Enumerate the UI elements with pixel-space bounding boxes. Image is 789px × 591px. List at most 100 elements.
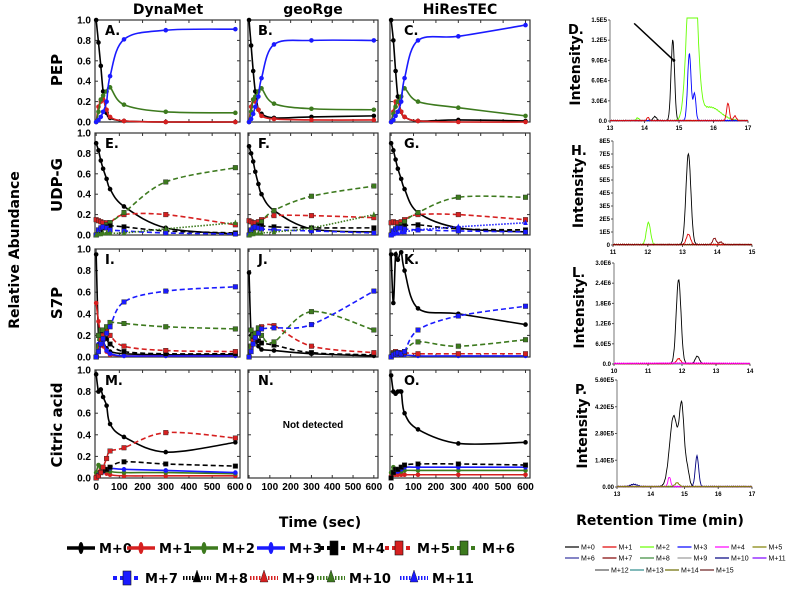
- data-point: [163, 119, 169, 125]
- data-point: [250, 159, 256, 164]
- data-point: [259, 326, 265, 332]
- y-tick-label: 0.6: [77, 409, 91, 420]
- data-point: [456, 441, 461, 446]
- data-point: [100, 394, 106, 400]
- y-tick-label: 6E5: [599, 165, 610, 171]
- x-tick-label: 12: [644, 250, 651, 256]
- panel-label: L.: [572, 266, 585, 281]
- data-point: [388, 140, 394, 146]
- x-tick-label: 500: [345, 482, 362, 493]
- x-tick-label: 15: [681, 492, 688, 498]
- data-point: [402, 186, 407, 192]
- y-tick-label: 0.0: [77, 118, 91, 129]
- y-tick-label: 0.8: [77, 387, 91, 398]
- chrom-legend-item-Mplus0: M+0: [565, 545, 595, 552]
- data-point: [391, 300, 396, 306]
- data-point: [107, 73, 113, 79]
- legend-item-Mplus5: M+5: [385, 540, 450, 557]
- series-line-Mplus2: [95, 86, 236, 123]
- data-point: [250, 68, 256, 74]
- data-point: [523, 303, 529, 309]
- chrom-legend-item-Mplus7: M+7: [602, 556, 632, 563]
- data-point: [402, 472, 407, 478]
- data-point: [415, 468, 421, 473]
- chromatogram-h: 0 1E5 2E5 3E5 4E5 5E5 6E5 7E5 8E5 11 12 13 14 15 H.Int…: [571, 139, 756, 256]
- intensity-axis-title: Intensity: [568, 35, 584, 105]
- x-tick-label: 17: [745, 126, 752, 132]
- series-line-Mplus4: [248, 333, 374, 358]
- legend-item-Mplus6: M+6: [450, 540, 515, 557]
- data-point: [163, 179, 169, 185]
- panel-m: 0.0 0.2 0.4 0.6 0.8 1.0 0 100 200 300 400 500 600 M.: [77, 366, 244, 494]
- row-label: PEP: [48, 54, 66, 86]
- chrom-x-axis-title: Retention Time (min): [576, 513, 744, 529]
- data-point: [455, 194, 461, 200]
- legend-item-Mplus4: M+4: [320, 540, 385, 557]
- x-tick-label: 13: [607, 126, 614, 132]
- data-point: [271, 101, 277, 106]
- legend-label: M+9: [694, 556, 708, 563]
- row-label: Citric acid: [48, 383, 66, 468]
- data-point: [163, 225, 169, 232]
- legend-item-Mplus1: M+1: [127, 542, 192, 557]
- data-point: [107, 472, 113, 478]
- data-point: [371, 230, 377, 236]
- data-point: [100, 89, 106, 94]
- data-point: [523, 194, 529, 200]
- legend-label: M+10: [349, 572, 391, 587]
- data-point: [121, 321, 127, 327]
- chrom-legend-item-Mplus4: M+4: [715, 545, 745, 552]
- panel-label: M.: [105, 374, 123, 389]
- y-tick-label: 0.6: [77, 169, 91, 180]
- column-header: HiResTEC: [423, 2, 498, 18]
- y-tick-label: 0.2: [77, 452, 91, 463]
- y-tick-label: 3.0E6: [595, 261, 611, 267]
- x-tick-label: 0: [93, 482, 99, 493]
- y-tick-label: 0.00: [602, 485, 614, 491]
- data-point: [395, 109, 401, 115]
- panel-j: J.: [246, 248, 379, 360]
- data-point: [395, 99, 401, 104]
- y-tick-label: 0.2: [77, 331, 91, 342]
- data-point: [271, 339, 277, 345]
- legend-item-Mplus7: M+7: [113, 570, 178, 587]
- data-point: [523, 229, 529, 235]
- data-point: [93, 252, 99, 257]
- x-tick-label: 400: [181, 482, 198, 493]
- data-point: [104, 330, 110, 336]
- data-point: [371, 113, 377, 119]
- data-point: [259, 191, 264, 197]
- legend-triangle-marker-icon: [409, 569, 419, 583]
- data-point: [393, 68, 398, 74]
- data-point: [455, 313, 461, 319]
- x-tick-label: 13: [713, 369, 720, 375]
- data-point: [98, 97, 104, 102]
- data-point: [121, 349, 127, 355]
- legend-label: M+0: [99, 542, 132, 557]
- data-point: [455, 461, 461, 467]
- data-point: [398, 99, 404, 104]
- x-tick-label: 400: [472, 482, 489, 493]
- data-point: [371, 288, 377, 294]
- data-point: [233, 470, 238, 475]
- data-point: [523, 219, 528, 226]
- data-point: [523, 462, 529, 468]
- y-tick-label: 5.60E5: [595, 378, 615, 384]
- y-tick-label: 4E5: [599, 191, 610, 197]
- data-point: [398, 228, 404, 235]
- x-tick-label: 600: [227, 482, 244, 493]
- chrom-legend-item-Mplus9: M+9: [677, 556, 708, 563]
- y-tick-label: 6.0E5: [595, 342, 611, 348]
- data-point: [259, 229, 264, 236]
- panel-label: D.: [568, 23, 584, 38]
- data-point: [395, 472, 401, 478]
- panel-frame: [94, 369, 241, 479]
- data-point: [163, 27, 169, 33]
- data-point: [415, 327, 421, 333]
- data-point: [121, 445, 127, 451]
- panel-k: K.: [388, 248, 531, 360]
- data-point: [308, 193, 314, 199]
- data-point: [98, 63, 104, 69]
- data-point: [163, 430, 169, 436]
- data-point: [121, 353, 127, 359]
